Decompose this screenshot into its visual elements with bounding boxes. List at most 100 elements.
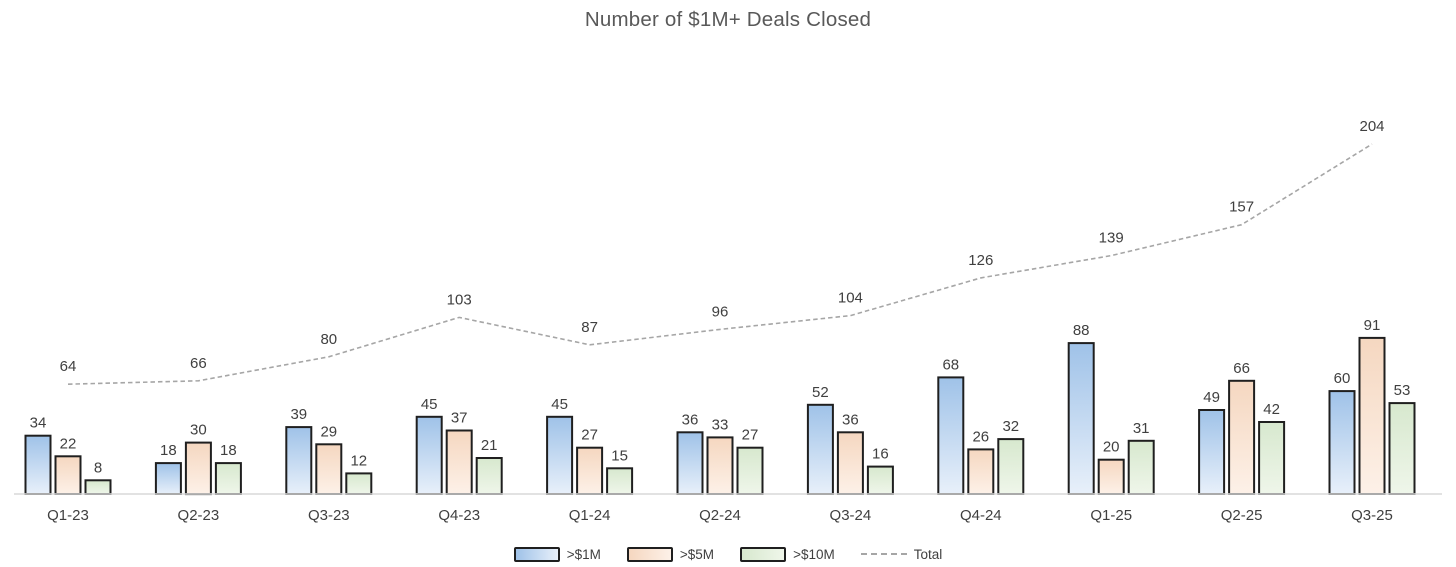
bar-value-label: 42 xyxy=(1263,401,1280,418)
bar->$10M-Q3-24 xyxy=(866,465,894,496)
legend-label-1m: >$1M xyxy=(566,546,601,562)
bar->$1M-Q1-24 xyxy=(546,415,574,495)
bar->$5M-Q3-24 xyxy=(836,431,864,495)
bar-value-label: 53 xyxy=(1394,382,1411,399)
total-value-label: 104 xyxy=(838,290,863,307)
bar->$1M-Q1-23 xyxy=(24,434,52,496)
bar-value-label: 30 xyxy=(190,422,207,439)
bar->$5M-Q3-23 xyxy=(315,443,343,495)
bar-value-label: 36 xyxy=(682,411,699,428)
bar->$5M-Q3-25 xyxy=(1358,336,1386,495)
category-label: Q2-25 xyxy=(1221,507,1263,524)
bar->$5M-Q1-24 xyxy=(576,446,604,496)
total-value-label: 204 xyxy=(1359,118,1384,135)
bar->$10M-Q2-24 xyxy=(736,446,764,496)
bar->$10M-Q4-23 xyxy=(475,457,503,495)
bar-value-label: 60 xyxy=(1334,370,1351,387)
bar->$10M-Q4-24 xyxy=(997,438,1025,496)
bar->$1M-Q3-25 xyxy=(1328,390,1356,496)
bar->$10M-Q1-23 xyxy=(84,479,112,495)
bar-value-label: 32 xyxy=(1002,418,1019,435)
chart-title: Number of $1M+ Deals Closed xyxy=(584,8,872,31)
bar-value-label: 8 xyxy=(94,459,102,476)
legend-label-5m: >$5M xyxy=(679,546,715,562)
bar->$1M-Q3-24 xyxy=(806,403,834,495)
bar->$10M-Q3-23 xyxy=(345,472,373,495)
bar-value-label: 37 xyxy=(451,410,468,427)
bar-value-label: 16 xyxy=(872,446,889,463)
category-label: Q3-24 xyxy=(830,507,872,524)
bar->$1M-Q4-24 xyxy=(937,376,965,495)
legend-item-10m: >$10M xyxy=(740,546,835,562)
bar->$10M-Q2-25 xyxy=(1258,421,1286,495)
total-value-label: 139 xyxy=(1099,230,1124,247)
category-label: Q1-23 xyxy=(47,507,89,524)
total-value-label: 64 xyxy=(60,358,77,375)
bar->$10M-Q1-24 xyxy=(606,467,634,495)
bar-value-label: 45 xyxy=(551,396,568,413)
bar-value-label: 49 xyxy=(1203,389,1220,406)
bar-value-label: 21 xyxy=(481,437,498,454)
bar-value-label: 31 xyxy=(1133,420,1150,437)
bar->$1M-Q4-23 xyxy=(415,415,443,495)
legend-item-5m: >$5M xyxy=(626,546,715,562)
legend-swatch-1m-icon xyxy=(513,546,560,562)
bar-value-label: 18 xyxy=(160,442,177,459)
bar-value-label: 15 xyxy=(611,447,628,464)
category-label: Q4-24 xyxy=(960,507,1002,524)
total-value-label: 66 xyxy=(190,355,207,372)
bar-value-label: 20 xyxy=(1103,439,1120,456)
bar-value-label: 34 xyxy=(30,415,47,432)
bar->$5M-Q2-25 xyxy=(1228,379,1256,495)
bar->$1M-Q1-25 xyxy=(1067,342,1095,495)
bar->$5M-Q1-25 xyxy=(1097,458,1125,496)
bar-value-label: 66 xyxy=(1233,360,1250,377)
category-label: Q3-23 xyxy=(308,507,350,524)
bar-value-label: 33 xyxy=(712,416,729,433)
category-label: Q3-25 xyxy=(1351,507,1393,524)
bar->$5M-Q2-24 xyxy=(706,436,734,495)
bar->$5M-Q1-23 xyxy=(54,455,82,495)
bar-value-label: 52 xyxy=(812,384,829,401)
bar->$5M-Q4-23 xyxy=(445,429,473,495)
bar->$5M-Q4-24 xyxy=(967,448,995,495)
total-value-label: 157 xyxy=(1229,199,1254,216)
bar->$5M-Q2-23 xyxy=(184,441,212,496)
category-label: Q2-23 xyxy=(178,507,220,524)
legend-item-1m: >$1M xyxy=(513,546,601,562)
legend-label-10m: >$10M xyxy=(793,546,835,562)
bar->$1M-Q3-23 xyxy=(285,426,313,496)
total-value-label: 96 xyxy=(712,303,729,320)
bar-value-label: 45 xyxy=(421,396,438,413)
bar->$1M-Q2-23 xyxy=(154,462,182,496)
total-value-label: 103 xyxy=(447,291,472,308)
bar->$10M-Q1-25 xyxy=(1127,439,1155,495)
bar-value-label: 29 xyxy=(320,423,337,440)
bar->$1M-Q2-24 xyxy=(676,431,704,495)
bar->$10M-Q2-23 xyxy=(214,462,242,496)
bar-value-label: 22 xyxy=(60,435,77,452)
bar->$1M-Q2-25 xyxy=(1198,409,1226,495)
chart-legend: >$1M >$5M >$10M Total xyxy=(0,543,1456,565)
legend-label-total: Total xyxy=(913,546,943,562)
bar-value-label: 36 xyxy=(842,411,859,428)
bar-value-label: 18 xyxy=(220,442,237,459)
bar-value-label: 68 xyxy=(942,356,959,373)
category-label: Q1-24 xyxy=(569,507,611,524)
category-label: Q1-25 xyxy=(1090,507,1132,524)
bar-value-label: 88 xyxy=(1073,322,1090,339)
legend-swatch-10m-icon xyxy=(740,546,787,562)
bar-value-label: 39 xyxy=(290,406,307,423)
legend-swatch-5m-icon xyxy=(626,546,673,562)
legend-item-total: Total xyxy=(860,546,943,562)
total-value-label: 80 xyxy=(320,331,337,348)
legend-dashed-line-icon xyxy=(860,553,907,555)
category-label: Q2-24 xyxy=(699,507,741,524)
bar-value-label: 12 xyxy=(350,452,367,469)
bar->$10M-Q3-25 xyxy=(1388,402,1416,496)
bar-value-label: 26 xyxy=(972,428,989,445)
total-value-label: 87 xyxy=(581,319,598,336)
bar-value-label: 27 xyxy=(581,427,598,444)
